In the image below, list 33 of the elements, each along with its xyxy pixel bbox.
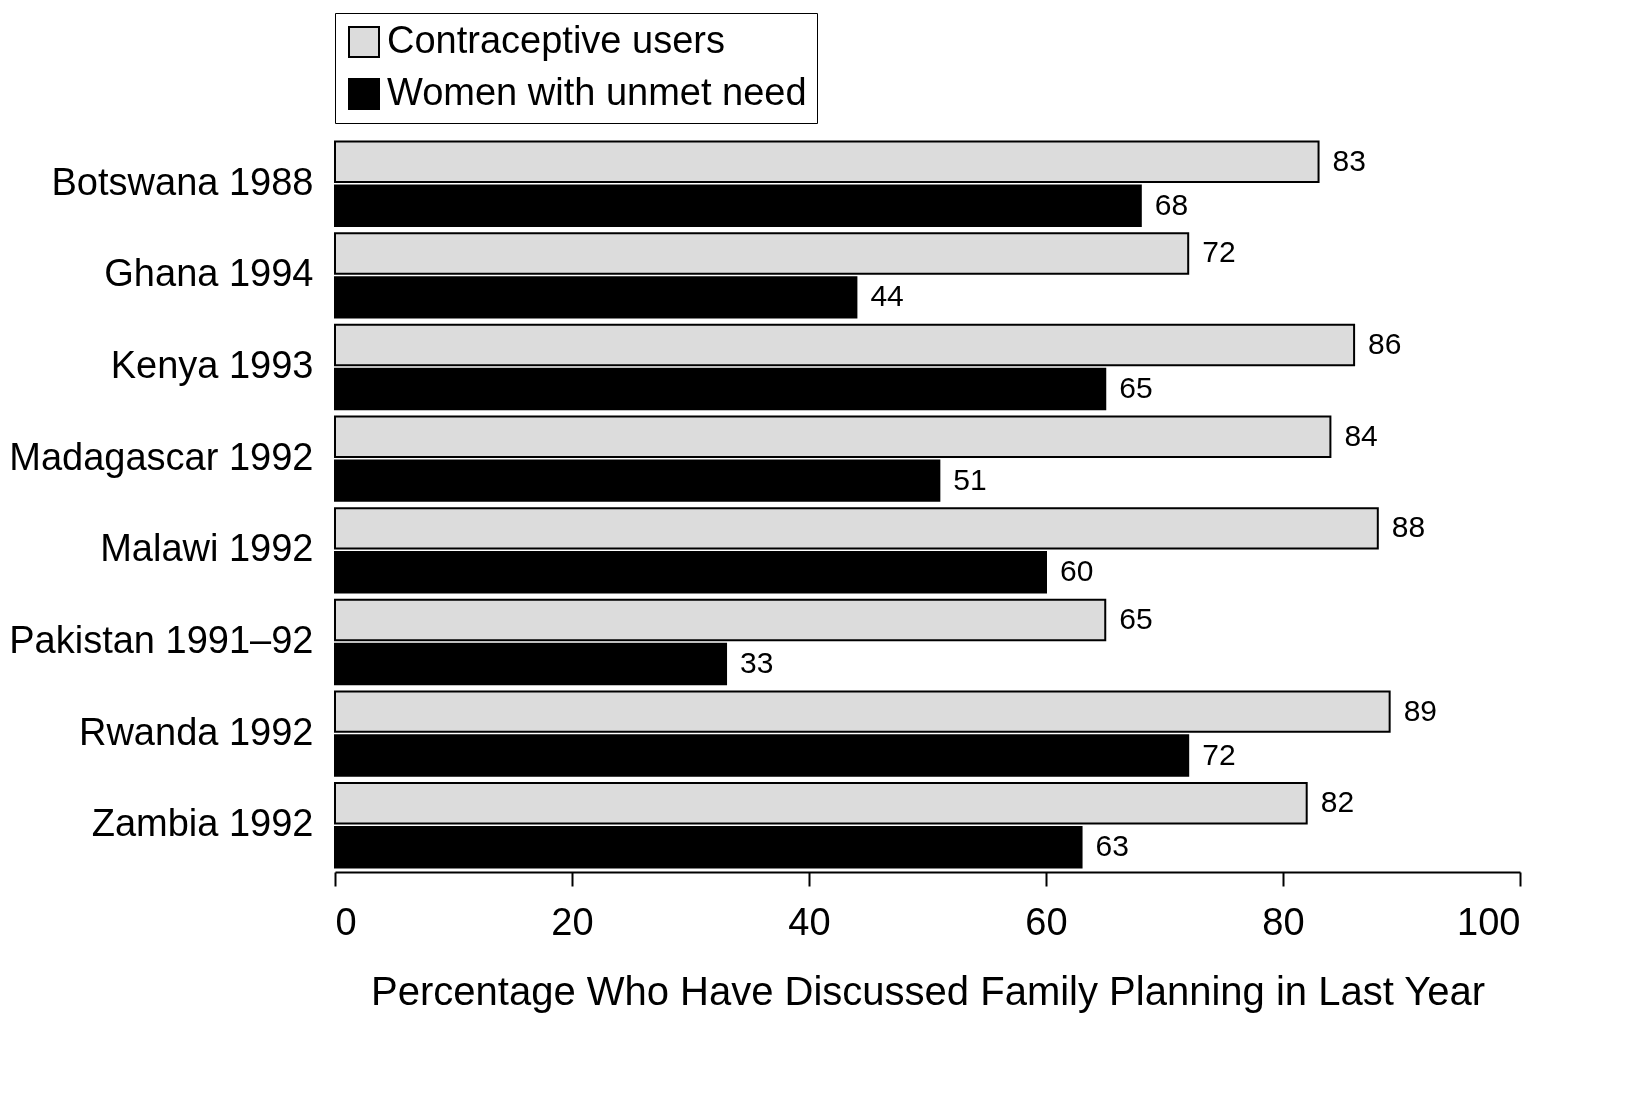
x-tick-label: 20 (551, 900, 594, 943)
y-tick-label: Pakistan 1991–92 (9, 618, 314, 661)
y-tick-label: Zambia 1992 (91, 802, 314, 845)
y-tick-label: Rwanda 1992 (78, 710, 314, 753)
x-tick-label: 80 (1262, 900, 1305, 943)
data-label: 88 (1391, 510, 1426, 544)
y-tick-label: Malawi 1992 (100, 527, 314, 570)
data-label: 82 (1320, 785, 1355, 819)
x-tick-label: 40 (788, 900, 831, 943)
legend-label: Contraceptive users (387, 19, 725, 61)
y-tick-label: Botswana 1988 (51, 160, 314, 203)
data-label: 72 (1202, 737, 1236, 771)
data-label: 65 (1119, 602, 1153, 636)
data-label: 51 (953, 462, 987, 496)
y-tick-label: Ghana 1994 (104, 252, 314, 295)
legend-label: Women with unmet need (387, 71, 807, 113)
data-label: 63 (1095, 829, 1129, 863)
data-label: 89 (1403, 693, 1438, 727)
data-label: 33 (740, 645, 774, 679)
y-tick-label: Kenya 1993 (110, 344, 314, 387)
data-label: 72 (1202, 235, 1236, 269)
x-axis-title: Percentage Who Have Discussed Family Planning in Last Year (371, 968, 1485, 1013)
x-tick-label: 100 (1457, 900, 1521, 943)
data-label: 44 (870, 279, 904, 313)
data-label: 60 (1060, 554, 1094, 588)
data-label: 68 (1154, 187, 1189, 221)
data-label: 65 (1119, 370, 1153, 404)
data-label: 86 (1368, 327, 1402, 361)
data-label: 83 (1332, 143, 1366, 177)
x-tick-label: 0 (335, 900, 357, 943)
data-label: 84 (1344, 418, 1378, 452)
x-tick-label: 60 (1025, 900, 1068, 943)
y-tick-label: Madagascar 1992 (9, 435, 314, 478)
